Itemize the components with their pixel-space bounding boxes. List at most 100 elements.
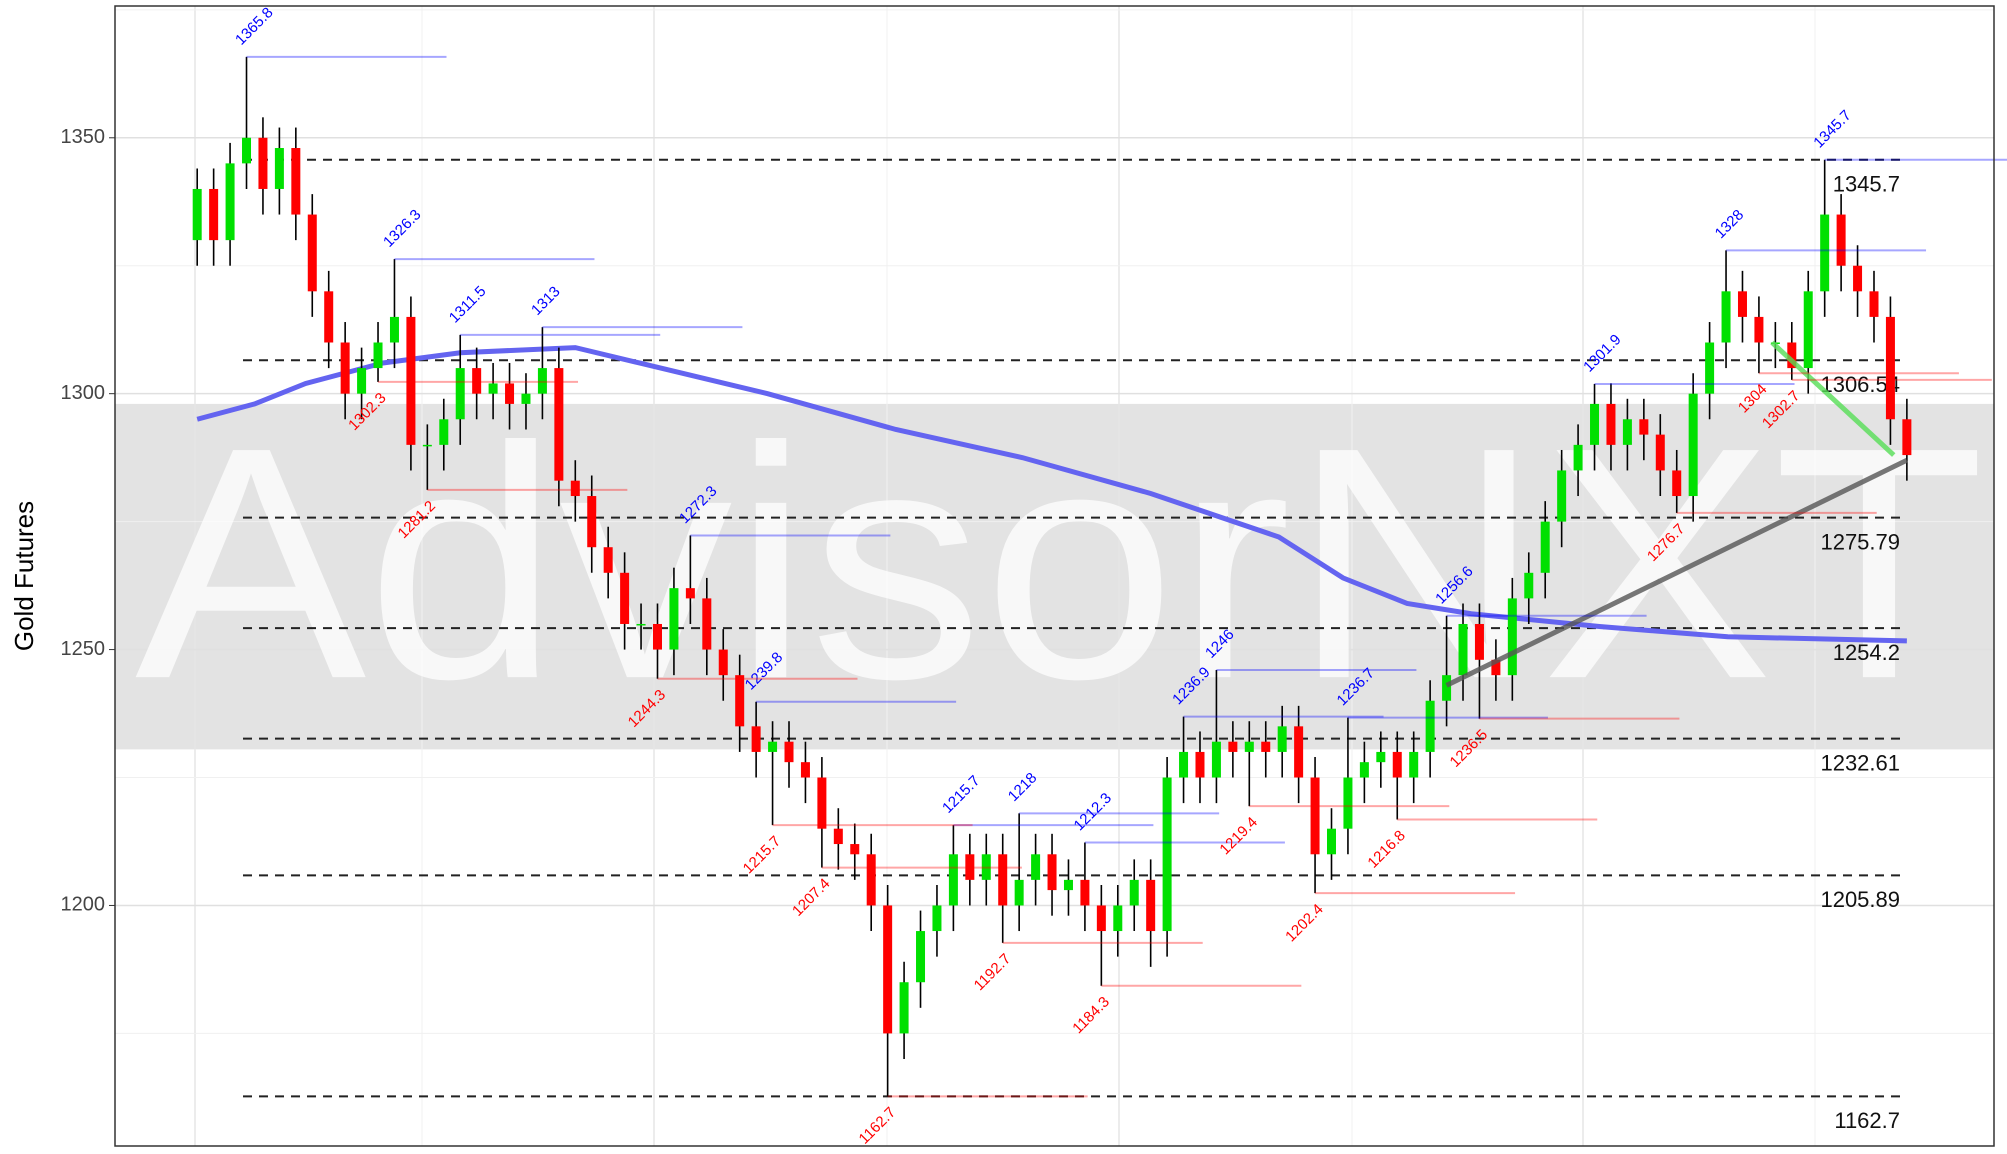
candle-body xyxy=(1689,394,1698,496)
candle-body xyxy=(1886,317,1895,419)
candle-body xyxy=(1606,404,1615,445)
candle-body xyxy=(1179,752,1188,778)
candle-body xyxy=(1212,742,1221,778)
candle-body xyxy=(1508,598,1517,675)
candle-body xyxy=(1541,522,1550,573)
candle-body xyxy=(768,742,777,752)
candle-body xyxy=(1574,445,1583,471)
candle-body xyxy=(1261,742,1270,752)
level-label: 1254.2 xyxy=(1833,640,1900,665)
candle-body xyxy=(1722,291,1731,342)
candle-body xyxy=(1130,880,1139,906)
level-label: 1162.7 xyxy=(1834,1108,1900,1133)
candle-body xyxy=(193,189,202,240)
candle-body xyxy=(1623,419,1632,445)
candle-body xyxy=(390,317,399,343)
candle-body xyxy=(341,342,350,393)
candle-body xyxy=(1163,778,1172,932)
candle-body xyxy=(785,742,794,762)
candle-body xyxy=(702,598,711,649)
candle-body xyxy=(1459,624,1468,675)
candle-body xyxy=(932,905,941,931)
candle-body xyxy=(1804,291,1813,368)
candle-body xyxy=(1557,470,1566,521)
candle-body xyxy=(686,588,695,598)
candle-body xyxy=(1080,880,1089,906)
candle-body xyxy=(1754,317,1763,343)
candle-body xyxy=(1294,726,1303,777)
candle-body xyxy=(817,778,826,829)
candle-body xyxy=(439,419,448,445)
candle-body xyxy=(1015,880,1024,906)
candle-body xyxy=(883,905,892,1033)
candle-body xyxy=(1228,742,1237,752)
candle-body xyxy=(1738,291,1747,317)
candle-body xyxy=(850,844,859,854)
candle-body xyxy=(406,317,415,445)
candle-body xyxy=(998,854,1007,905)
candle-body xyxy=(916,931,925,982)
candle-body xyxy=(1442,675,1451,701)
candle-body xyxy=(456,368,465,419)
level-label: 1232.61 xyxy=(1820,750,1900,775)
candle-body xyxy=(1311,778,1320,855)
candle-body xyxy=(1245,742,1254,752)
candle-body xyxy=(1195,752,1204,778)
candle-body xyxy=(1705,342,1714,393)
candle-body xyxy=(637,624,646,626)
candle-body xyxy=(1113,905,1122,931)
candle-body xyxy=(719,650,728,676)
candle-body xyxy=(1327,829,1336,855)
candle-body xyxy=(1409,752,1418,778)
candle-body xyxy=(1590,404,1599,445)
candle-body xyxy=(900,982,909,1033)
level-label: 1205.89 xyxy=(1820,887,1900,912)
candle-body xyxy=(1146,880,1155,931)
candle-body xyxy=(472,368,481,394)
candle-body xyxy=(209,189,218,240)
level-label: 1275.79 xyxy=(1820,529,1900,554)
candle-body xyxy=(1426,701,1435,752)
candle-body xyxy=(291,148,300,215)
candle-body xyxy=(226,163,235,240)
y-tick-label: 1200 xyxy=(61,894,106,916)
candle-body xyxy=(801,762,810,777)
candle-body xyxy=(1837,215,1846,266)
candle-body xyxy=(1393,752,1402,778)
candle-body xyxy=(1672,470,1681,496)
candle-body xyxy=(357,368,366,394)
candle-body xyxy=(1820,215,1829,292)
candle-body xyxy=(1902,419,1911,455)
candle-body xyxy=(1048,854,1057,890)
candle-body xyxy=(1475,624,1484,660)
candle-body xyxy=(1360,762,1369,777)
candle-body xyxy=(324,291,333,342)
candle-body xyxy=(1064,880,1073,890)
candle-body xyxy=(1278,726,1287,752)
candle-body xyxy=(1524,573,1533,599)
candle-body xyxy=(604,547,613,573)
candle-body xyxy=(505,383,514,403)
candle-body xyxy=(1853,266,1862,292)
candle-body xyxy=(521,394,530,404)
y-tick-label: 1300 xyxy=(61,382,106,404)
y-tick-label: 1350 xyxy=(61,126,106,148)
candle-body xyxy=(1639,419,1648,434)
candle-body xyxy=(1869,291,1878,317)
candle-body xyxy=(752,726,761,752)
candle-body xyxy=(653,624,662,650)
candle-body xyxy=(538,368,547,394)
candle-body xyxy=(867,854,876,905)
candle-body xyxy=(1343,778,1352,829)
candle-body xyxy=(258,138,267,189)
y-axis-label: Gold Futures xyxy=(9,501,39,651)
y-tick-label: 1250 xyxy=(61,638,106,660)
candle-body xyxy=(489,383,498,393)
candle-body xyxy=(1097,905,1106,931)
candle-body xyxy=(587,496,596,547)
level-label: 1345.7 xyxy=(1833,172,1900,197)
candle-body xyxy=(834,829,843,844)
candle-body xyxy=(242,138,251,164)
candle-body xyxy=(1031,854,1040,880)
